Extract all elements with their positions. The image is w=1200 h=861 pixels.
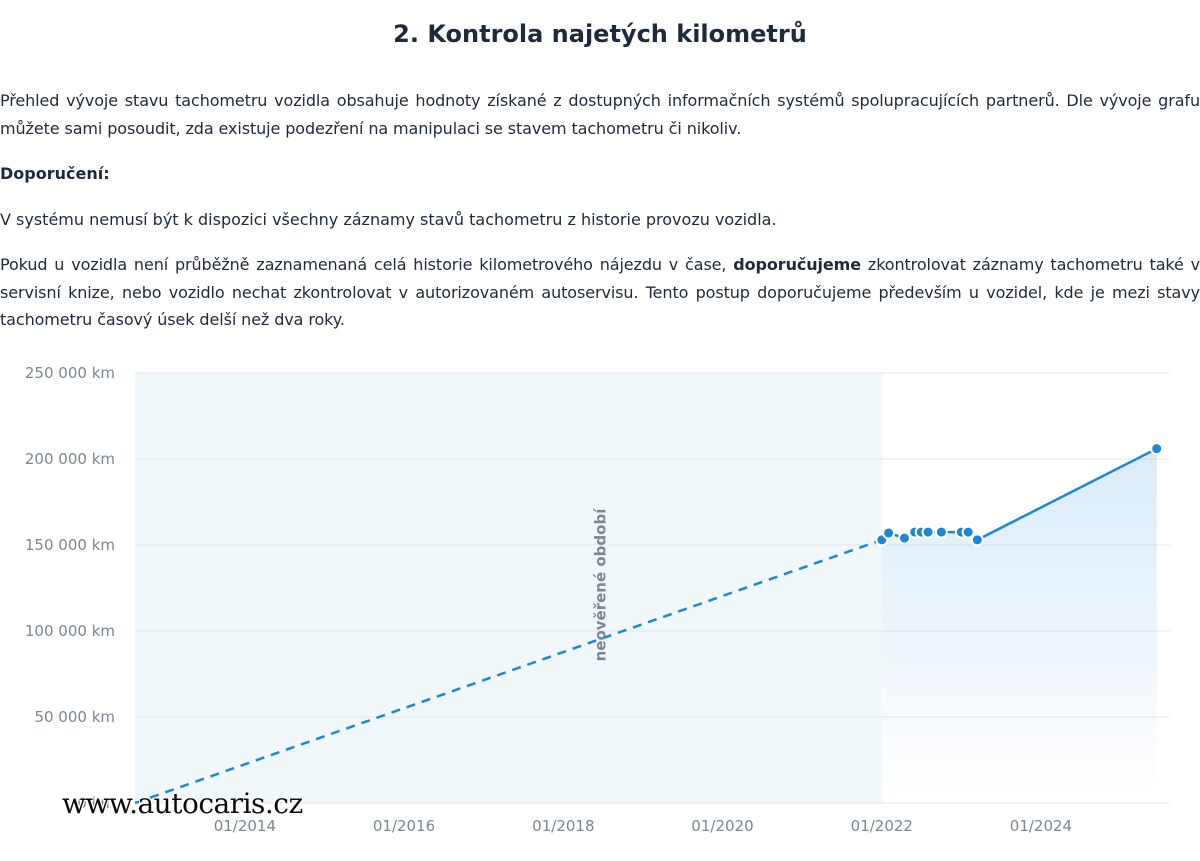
- recommendation-text: V systému nemusí být k dispozici všechny…: [0, 210, 777, 229]
- x-tick-label: 01/2018: [532, 817, 594, 835]
- y-tick-label: 0 km: [77, 794, 115, 812]
- section-title: 2. Kontrola najetých kilometrů: [393, 20, 807, 48]
- x-tick-label: 01/2014: [214, 817, 276, 835]
- data-point: [897, 531, 911, 545]
- note-text-2: zkontrolovat záznamy tachometru také v s…: [0, 255, 1200, 329]
- x-tick-label: 01/2024: [1010, 817, 1072, 835]
- y-tick-label: 250 000 km: [25, 364, 115, 382]
- y-tick-label: 100 000 km: [25, 622, 115, 640]
- y-tick-label: 150 000 km: [25, 536, 115, 554]
- intro-paragraph: Přehled vývoje stavu tachometru vozidla …: [0, 91, 1200, 138]
- mileage-area-fill: [881, 448, 1157, 803]
- data-point: [1150, 442, 1164, 456]
- estimated-mileage-line: [134, 538, 883, 805]
- recommendation-heading: Doporučení:: [0, 164, 110, 183]
- mileage-chart-svg: 250 000 km 200 000 km 150 000 km 100 000 km…: [25, 364, 1170, 835]
- note-bold-word: doporučujeme: [733, 255, 862, 274]
- data-point: [934, 525, 948, 539]
- data-point: [882, 526, 896, 540]
- data-point: [970, 533, 984, 547]
- unverified-period-region: [135, 373, 882, 803]
- mileage-chart: 250 000 km 200 000 km 150 000 km 100 000 km…: [0, 355, 1200, 857]
- y-tick-label: 200 000 km: [25, 450, 115, 468]
- unverified-period-label: neověřené období: [591, 508, 609, 662]
- x-tick-label: 01/2016: [373, 817, 435, 835]
- data-point: [961, 525, 975, 539]
- note-text-1: Pokud u vozidla není průběžně zaznamenan…: [0, 255, 734, 274]
- x-tick-label: 01/2022: [851, 817, 913, 835]
- recommendation-note: Pokud u vozidla není průběžně zaznamenan…: [0, 251, 1200, 334]
- watermark: www.autocaris.cz: [62, 787, 303, 820]
- x-tick-label: 01/2020: [691, 817, 753, 835]
- y-tick-label: 50 000 km: [34, 708, 115, 726]
- data-point: [921, 525, 935, 539]
